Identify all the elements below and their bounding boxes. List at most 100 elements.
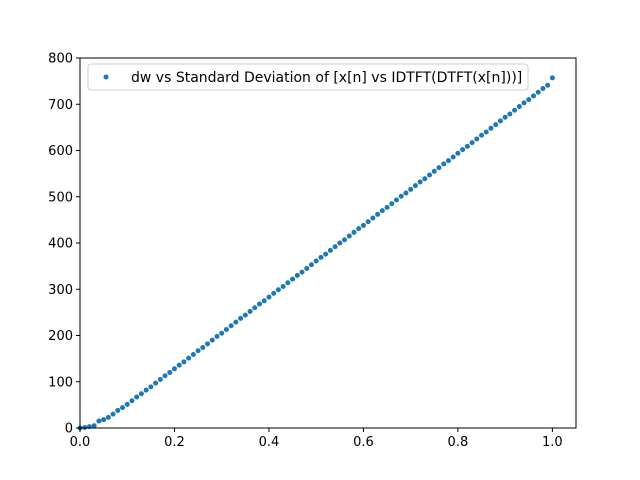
data-point bbox=[445, 158, 451, 164]
data-point bbox=[351, 229, 357, 235]
data-point bbox=[167, 370, 173, 375]
data-point bbox=[493, 122, 499, 128]
data-point bbox=[389, 201, 395, 207]
data-point bbox=[540, 86, 546, 92]
y-tick-label: 700 bbox=[48, 98, 73, 113]
data-point bbox=[101, 417, 107, 423]
data-point bbox=[275, 287, 281, 293]
data-point bbox=[403, 190, 409, 196]
data-point bbox=[200, 345, 206, 351]
data-point bbox=[441, 161, 447, 167]
data-point bbox=[247, 308, 253, 314]
data-point bbox=[280, 283, 286, 289]
data-point bbox=[549, 75, 555, 81]
data-point bbox=[474, 136, 480, 142]
data-point bbox=[464, 143, 470, 149]
data-point bbox=[120, 405, 126, 411]
data-point bbox=[431, 168, 437, 174]
data-point bbox=[209, 337, 215, 343]
data-point bbox=[304, 265, 310, 271]
y-tick-label: 100 bbox=[48, 375, 73, 390]
data-point bbox=[497, 118, 503, 124]
y-tick-label: 400 bbox=[48, 237, 73, 252]
x-axis: 0.0 0.2 0.4 0.6 0.8 1.0 bbox=[70, 428, 563, 450]
data-point bbox=[460, 147, 466, 153]
data-point bbox=[162, 373, 168, 379]
data-point bbox=[233, 319, 239, 325]
data-point bbox=[190, 351, 196, 357]
legend-label: dw vs Standard Deviation of [x[n] vs IDT… bbox=[131, 70, 522, 86]
y-tick-label: 500 bbox=[48, 190, 73, 205]
x-tick-label: 1.0 bbox=[542, 435, 563, 450]
data-point bbox=[521, 100, 527, 106]
data-point bbox=[323, 251, 329, 257]
plot-frame bbox=[79, 57, 577, 429]
data-point bbox=[195, 348, 201, 354]
y-tick-label: 600 bbox=[48, 144, 73, 159]
data-point bbox=[153, 380, 159, 386]
data-point bbox=[242, 312, 248, 318]
data-point bbox=[252, 305, 258, 311]
data-point bbox=[181, 359, 187, 365]
data-point bbox=[346, 233, 352, 239]
data-point bbox=[370, 215, 376, 221]
data-point bbox=[228, 323, 234, 329]
data-point bbox=[257, 301, 262, 307]
data-point bbox=[91, 423, 97, 429]
data-point bbox=[488, 125, 494, 131]
y-tick-label: 300 bbox=[48, 283, 73, 298]
data-point bbox=[412, 183, 418, 189]
data-point bbox=[384, 204, 390, 210]
data-point bbox=[455, 150, 461, 156]
data-point bbox=[469, 140, 475, 146]
data-point bbox=[342, 237, 348, 243]
data-point bbox=[313, 258, 319, 264]
data-point bbox=[356, 226, 362, 232]
data-point bbox=[110, 411, 116, 417]
data-point bbox=[238, 315, 244, 321]
data-point bbox=[171, 366, 177, 372]
data-point bbox=[337, 240, 343, 246]
data-point bbox=[124, 401, 130, 407]
data-point bbox=[535, 89, 541, 95]
data-point bbox=[143, 387, 149, 393]
data-point bbox=[219, 330, 225, 336]
data-point bbox=[134, 394, 140, 400]
data-point bbox=[157, 376, 163, 382]
data-point bbox=[223, 326, 229, 332]
data-point bbox=[512, 107, 518, 113]
data-point bbox=[360, 222, 366, 228]
data-point bbox=[299, 269, 305, 275]
data-point bbox=[148, 384, 154, 390]
data-point bbox=[105, 414, 111, 420]
legend-box bbox=[87, 63, 529, 91]
data-point bbox=[290, 276, 296, 282]
legend: dw vs Standard Deviation of [x[n] vs IDT… bbox=[87, 63, 529, 91]
data-point bbox=[507, 111, 513, 117]
data-point bbox=[96, 418, 102, 424]
data-point bbox=[502, 114, 508, 120]
data-point bbox=[205, 341, 211, 347]
data-point bbox=[398, 193, 404, 199]
data-point bbox=[375, 211, 381, 217]
data-point bbox=[214, 333, 220, 339]
data-point bbox=[436, 165, 442, 171]
data-point bbox=[318, 254, 324, 260]
data-point bbox=[450, 154, 456, 160]
data-point bbox=[427, 172, 433, 178]
data-point bbox=[294, 272, 300, 278]
data-point bbox=[138, 391, 144, 397]
x-tick-label: 0.2 bbox=[164, 435, 185, 450]
x-tick-label: 0.6 bbox=[353, 435, 374, 450]
y-tick-label: 0 bbox=[65, 422, 73, 437]
x-tick-label: 0.0 bbox=[70, 435, 91, 450]
data-point bbox=[483, 129, 489, 135]
data-point bbox=[266, 294, 272, 300]
y-tick-label: 200 bbox=[48, 329, 73, 344]
y-tick-label: 800 bbox=[48, 52, 73, 67]
data-point bbox=[526, 97, 532, 103]
data-point bbox=[408, 186, 414, 192]
data-point bbox=[129, 398, 135, 404]
data-point bbox=[285, 280, 291, 286]
